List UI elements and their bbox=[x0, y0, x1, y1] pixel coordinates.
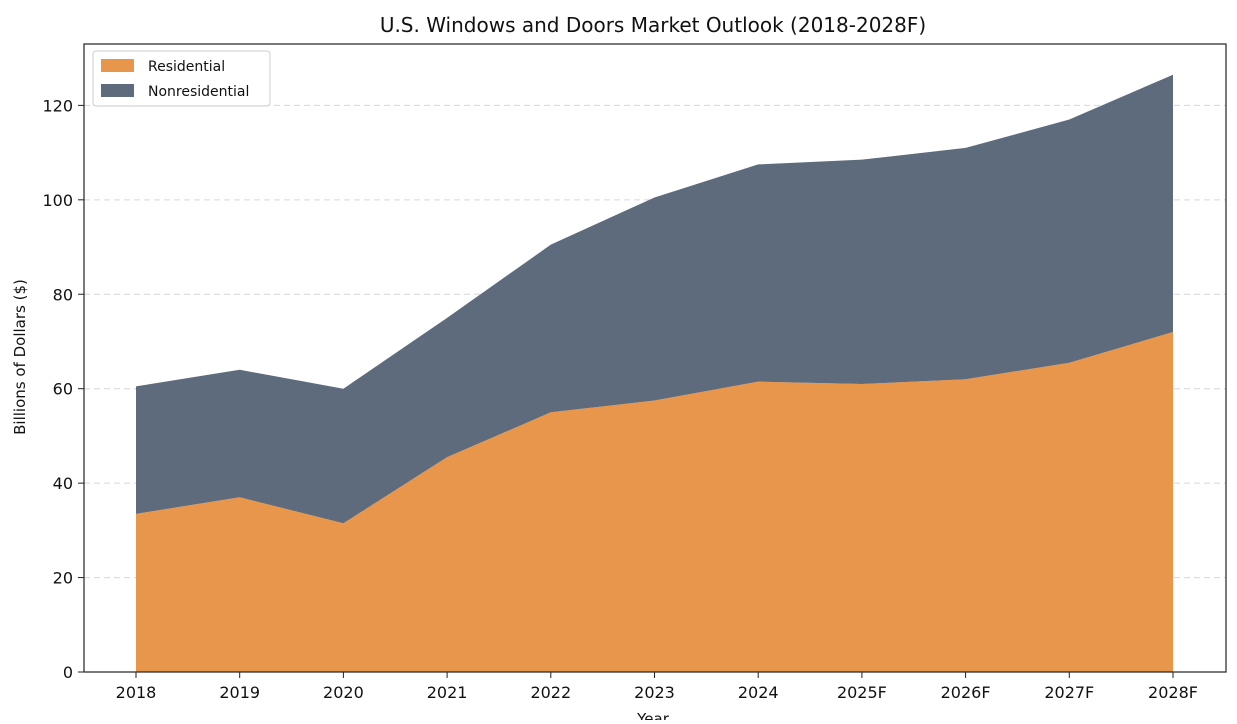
x-tick-label-2026f: 2026F bbox=[941, 683, 991, 702]
area-residential bbox=[136, 332, 1173, 672]
x-tick-label-2023: 2023 bbox=[634, 683, 675, 702]
legend-swatch-residential bbox=[101, 59, 134, 72]
x-tick-label-2019: 2019 bbox=[219, 683, 260, 702]
area-series bbox=[136, 74, 1173, 672]
x-tick-label-2028f: 2028F bbox=[1148, 683, 1198, 702]
x-tick-label-2024: 2024 bbox=[738, 683, 779, 702]
legend-box bbox=[92, 50, 271, 107]
y-tick-label-40: 40 bbox=[53, 474, 73, 493]
x-tick-label-2025f: 2025F bbox=[837, 683, 887, 702]
legend: Residential Nonresidential bbox=[92, 50, 271, 107]
y-tick-label-120: 120 bbox=[42, 96, 73, 115]
legend-swatch-nonresidential bbox=[101, 84, 134, 97]
y-tick-label-100: 100 bbox=[42, 191, 73, 210]
x-tick-label-2020: 2020 bbox=[323, 683, 364, 702]
y-axis-label: Billions of Dollars ($) bbox=[11, 279, 29, 435]
y-axis-ticks: 0 20 40 60 80 100 120 bbox=[42, 96, 84, 682]
x-tick-label-2022: 2022 bbox=[530, 683, 571, 702]
x-tick-label-2018: 2018 bbox=[116, 683, 157, 702]
legend-label-nonresidential: Nonresidential bbox=[148, 84, 249, 100]
y-tick-label-20: 20 bbox=[53, 569, 73, 588]
y-tick-label-80: 80 bbox=[53, 285, 73, 304]
area-nonresidential bbox=[136, 74, 1173, 524]
x-tick-label-2027f: 2027F bbox=[1044, 683, 1094, 702]
y-tick-label-0: 0 bbox=[63, 663, 73, 682]
x-tick-label-2021: 2021 bbox=[427, 683, 468, 702]
y-tick-label-60: 60 bbox=[53, 380, 73, 399]
x-axis-ticks: 2018 2019 2020 2021 2022 2023 2024 2025F 2026F 20… bbox=[116, 672, 1198, 702]
legend-label-residential: Residential bbox=[148, 59, 225, 75]
chart-title: U.S. Windows and Doors Market Outlook (2… bbox=[380, 13, 926, 37]
x-axis-label: Year bbox=[636, 710, 670, 720]
